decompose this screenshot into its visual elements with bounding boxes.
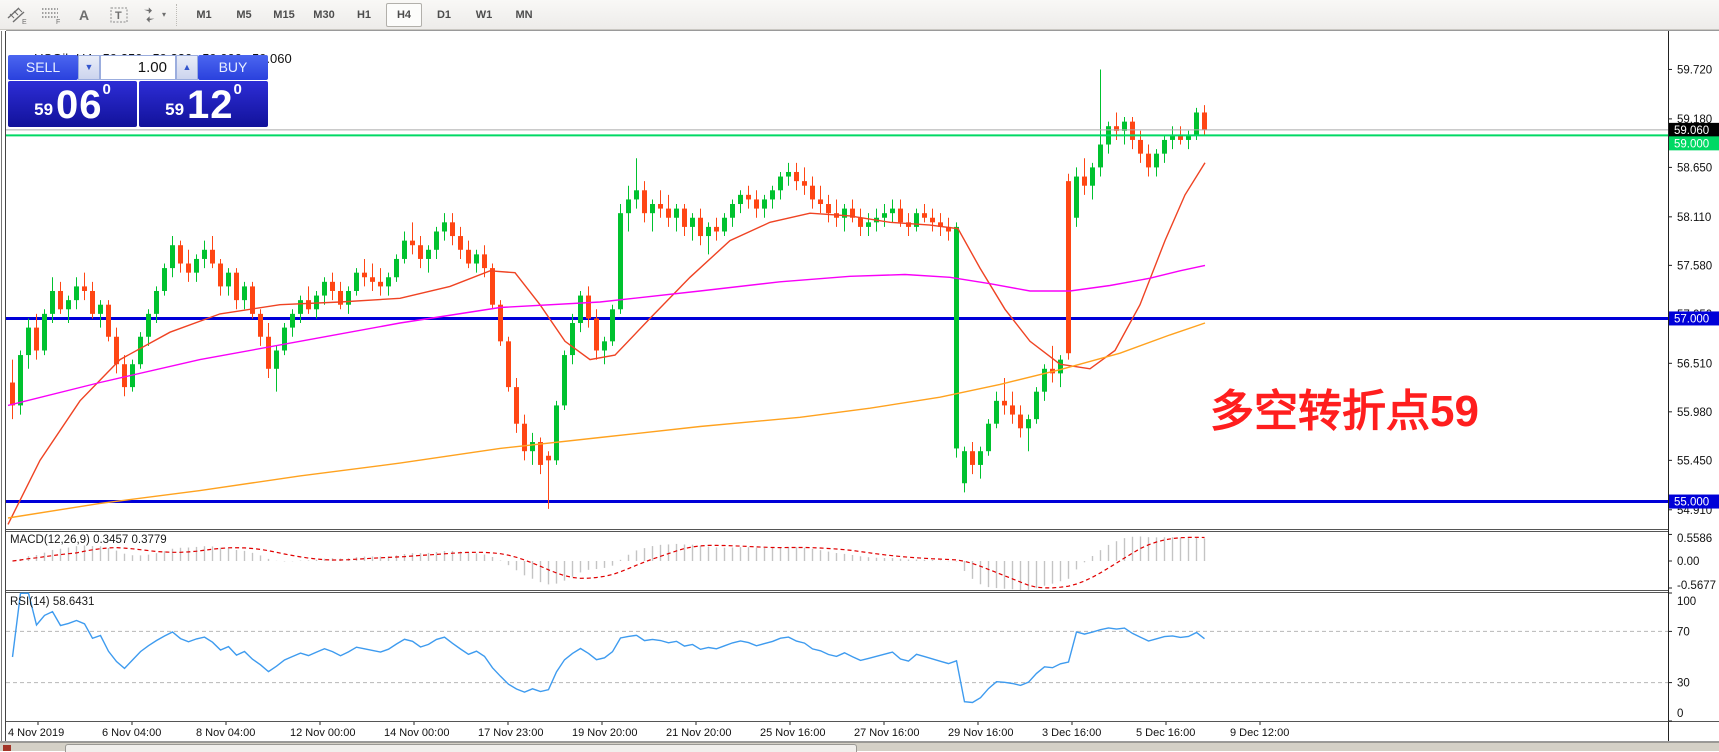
bid-price-integer: 59 xyxy=(34,100,54,119)
svg-text:100: 100 xyxy=(1677,596,1696,608)
rsi-pane xyxy=(6,592,1668,704)
macd-value-signal: 0.3779 xyxy=(131,534,167,546)
rsi-pane-label: RSI(14) 58.6431 xyxy=(10,596,94,608)
level-badge-55: 55.000 xyxy=(1669,494,1719,509)
svg-text:27 Nov 16:00: 27 Nov 16:00 xyxy=(854,727,919,739)
toolbar: E F A T ▾ M1 M5 M15 M30 H1 H4 D1 W1 MN xyxy=(0,0,1719,30)
svg-text:55.000: 55.000 xyxy=(1674,497,1709,509)
tf-button-m30[interactable]: M30 xyxy=(313,8,335,21)
svg-text:0.5586: 0.5586 xyxy=(1677,533,1712,545)
svg-text:55.980: 55.980 xyxy=(1677,407,1712,419)
svg-text:19 Nov 20:00: 19 Nov 20:00 xyxy=(572,727,637,739)
rsi-name: RSI(14) xyxy=(10,596,50,608)
tf-button-m15[interactable]: M15 xyxy=(273,8,295,21)
pane-borders xyxy=(0,30,1719,742)
svg-text:57.000: 57.000 xyxy=(1674,313,1709,325)
rsi-line xyxy=(11,592,1205,704)
svg-text:59.060: 59.060 xyxy=(1674,125,1709,137)
ma-slow-orange xyxy=(7,322,1206,519)
macd-pane-label: MACD(12,26,9) 0.3457 0.3779 xyxy=(10,534,167,546)
svg-text:0.00: 0.00 xyxy=(1677,556,1699,568)
svg-text:17 Nov 23:00: 17 Nov 23:00 xyxy=(478,727,543,739)
macd-histogram xyxy=(19,536,1206,590)
volume-decrease-button[interactable]: ▼ xyxy=(78,55,100,80)
rsi-axis: 100 70 30 0 xyxy=(1668,592,1696,722)
equidistant-channel-icon[interactable]: E xyxy=(0,2,34,28)
svg-text:6 Nov 04:00: 6 Nov 04:00 xyxy=(102,727,161,739)
svg-text:58.650: 58.650 xyxy=(1677,162,1712,174)
tf-button-d1[interactable]: D1 xyxy=(436,8,452,21)
one-click-trade-panel: SELL ▼ 1.00 ▲ BUY 59 06 0 59 12 0 xyxy=(8,55,268,127)
ma-fast-red xyxy=(7,162,1206,525)
svg-text:8 Nov 04:00: 8 Nov 04:00 xyxy=(196,727,255,739)
bottom-tab-strip xyxy=(0,742,1719,752)
svg-text:T: T xyxy=(115,10,122,22)
svg-text:58.110: 58.110 xyxy=(1677,212,1711,224)
svg-text:59.000: 59.000 xyxy=(1674,138,1709,150)
moving-averages xyxy=(7,162,1206,525)
price-levels-under xyxy=(6,316,1668,504)
arrow-objects-icon[interactable]: ▾ xyxy=(136,2,170,28)
svg-text:4 Nov 2019: 4 Nov 2019 xyxy=(8,727,64,739)
ask-price-point: 0 xyxy=(233,81,242,98)
tf-button-h1[interactable]: H1 xyxy=(356,8,372,21)
buy-button[interactable]: BUY xyxy=(198,55,268,80)
svg-text:25 Nov 16:00: 25 Nov 16:00 xyxy=(760,727,825,739)
tf-button-h4[interactable]: H4 xyxy=(386,2,422,27)
text-label-icon[interactable]: A xyxy=(68,2,102,28)
current-price-badge: 59.060 xyxy=(1669,122,1719,137)
dropdown-caret-icon[interactable]: ▾ xyxy=(161,10,166,19)
tf-button-m1[interactable]: M1 xyxy=(196,8,212,21)
macd-value-main: 0.3457 xyxy=(93,534,129,546)
ma-mid-magenta xyxy=(7,264,1206,407)
tf-button-w1[interactable]: W1 xyxy=(475,8,493,21)
svg-text:21 Nov 20:00: 21 Nov 20:00 xyxy=(666,727,731,739)
ask-price-tile[interactable]: 59 12 0 xyxy=(139,81,268,127)
svg-text:14 Nov 00:00: 14 Nov 00:00 xyxy=(384,727,449,739)
svg-text:57.580: 57.580 xyxy=(1677,260,1712,272)
macd-signal-line xyxy=(12,536,1205,589)
bid-price-tile[interactable]: 59 06 0 xyxy=(8,81,137,127)
chart-text-annotation: 多空转折点59 xyxy=(1210,387,1479,436)
text-box-icon[interactable]: T xyxy=(102,2,136,28)
svg-text:70: 70 xyxy=(1677,626,1690,638)
ask-price-integer: 59 xyxy=(165,100,185,119)
volume-increase-button[interactable]: ▲ xyxy=(176,55,198,80)
sell-button[interactable]: SELL xyxy=(8,55,78,80)
svg-text:0: 0 xyxy=(1677,708,1683,720)
ask-price-pips: 12 xyxy=(187,83,234,127)
price-levels-over xyxy=(6,129,1668,137)
svg-text:12 Nov 00:00: 12 Nov 00:00 xyxy=(290,727,355,739)
svg-text:56.510: 56.510 xyxy=(1677,358,1712,370)
svg-text:59.720: 59.720 xyxy=(1677,64,1712,76)
volume-input[interactable]: 1.00 xyxy=(100,55,176,80)
candlesticks xyxy=(10,69,1207,509)
svg-text:9 Dec 12:00: 9 Dec 12:00 xyxy=(1230,727,1289,739)
rsi-value: 58.6431 xyxy=(52,596,95,608)
svg-text:-0.5677: -0.5677 xyxy=(1677,580,1716,592)
svg-text:5 Dec 16:00: 5 Dec 16:00 xyxy=(1136,727,1195,739)
svg-text:55.450: 55.450 xyxy=(1677,455,1712,467)
level-badge-59: 59.000 xyxy=(1669,136,1719,151)
svg-text:29 Nov 16:00: 29 Nov 16:00 xyxy=(948,727,1013,739)
fibonacci-grid-icon[interactable]: F xyxy=(34,2,68,28)
bid-price-pips: 06 xyxy=(56,83,103,127)
chart-tab[interactable] xyxy=(65,744,857,752)
tf-button-mn[interactable]: MN xyxy=(515,8,533,21)
svg-text:A: A xyxy=(79,7,89,23)
toolbar-separator xyxy=(176,3,178,26)
svg-text:30: 30 xyxy=(1677,678,1690,690)
macd-axis: 0.5586 0.00 -0.5677 xyxy=(1668,533,1716,592)
svg-text:3 Dec 16:00: 3 Dec 16:00 xyxy=(1042,727,1101,739)
tf-button-m5[interactable]: M5 xyxy=(236,8,252,21)
level-badge-57: 57.000 xyxy=(1669,311,1719,326)
time-axis: 4 Nov 2019 6 Nov 04:00 8 Nov 04:00 12 Nov 0… xyxy=(8,722,1289,739)
bid-price-point: 0 xyxy=(102,81,111,98)
chart-tab-icon xyxy=(3,745,11,751)
svg-text:E: E xyxy=(22,19,27,25)
macd-name: MACD(12,26,9) xyxy=(10,534,90,546)
svg-text:F: F xyxy=(56,19,60,25)
